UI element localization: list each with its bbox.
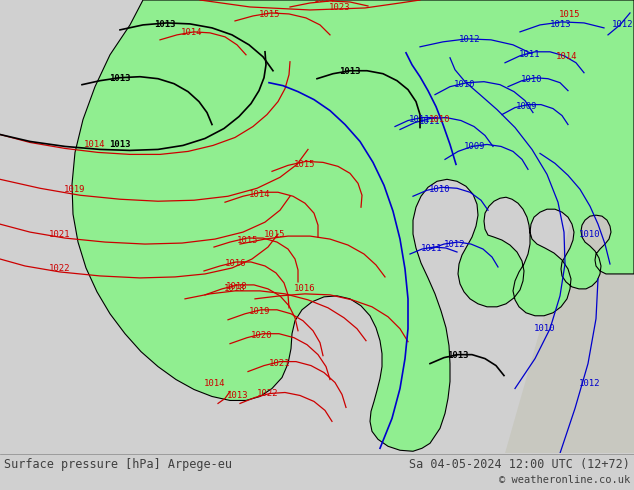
Text: 1010: 1010 [429,115,451,124]
Text: 1012: 1012 [444,240,466,248]
Text: 1015: 1015 [294,160,316,169]
Text: 1012: 1012 [612,21,634,29]
Text: 1014: 1014 [181,28,203,37]
Text: 1014: 1014 [314,0,336,4]
Text: 1010: 1010 [579,230,601,239]
Text: 1018: 1018 [224,284,246,294]
Text: 1013: 1013 [339,67,361,76]
Text: 1010: 1010 [429,185,451,194]
Text: 1021: 1021 [269,359,291,368]
Text: 1013: 1013 [550,21,572,29]
Text: 1012: 1012 [579,379,601,388]
Text: 1020: 1020 [251,331,273,340]
Text: 1012: 1012 [459,35,481,45]
Text: 1015: 1015 [237,236,259,245]
Text: 1013: 1013 [109,140,131,149]
Text: 1011: 1011 [421,244,443,252]
Text: Surface pressure [hPa] Arpege-eu: Surface pressure [hPa] Arpege-eu [4,458,232,471]
Text: 1009: 1009 [464,142,486,151]
Text: 1016: 1016 [225,260,247,269]
Text: 1011: 1011 [519,50,541,59]
Text: 1011: 1011 [410,115,430,124]
Text: 1009: 1009 [516,102,538,111]
Text: 1013: 1013 [227,391,249,400]
Text: 1015: 1015 [259,10,281,20]
Text: 1021: 1021 [49,230,71,239]
Text: 1015: 1015 [264,230,286,239]
Text: 1010: 1010 [454,80,476,89]
Text: 1014: 1014 [84,140,106,149]
Polygon shape [72,0,634,451]
Text: 1014: 1014 [556,52,578,61]
Text: 1013: 1013 [109,74,131,83]
Text: 1010: 1010 [534,324,556,333]
Text: 1013: 1013 [447,351,469,360]
Text: 1016: 1016 [294,284,316,294]
Text: 1010: 1010 [521,75,543,84]
Text: 1014: 1014 [204,379,226,388]
Text: 1022: 1022 [49,265,71,273]
Text: 1011: 1011 [419,117,441,126]
Text: 1013: 1013 [154,21,176,29]
Text: Sa 04-05-2024 12:00 UTC (12+72): Sa 04-05-2024 12:00 UTC (12+72) [409,458,630,471]
Text: 1018: 1018 [226,282,248,292]
Text: © weatheronline.co.uk: © weatheronline.co.uk [499,475,630,485]
Polygon shape [440,0,634,453]
Text: 1022: 1022 [257,389,279,398]
Text: 1023: 1023 [329,3,351,12]
Text: 1019: 1019 [249,307,271,317]
Text: 1015: 1015 [559,10,581,20]
Text: 1019: 1019 [64,185,86,194]
Text: 1014: 1014 [249,190,271,199]
